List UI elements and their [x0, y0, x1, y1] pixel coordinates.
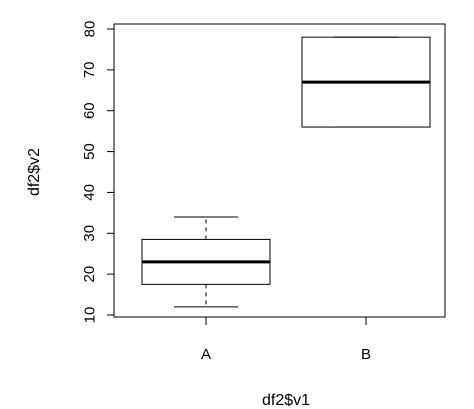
x-tick-label-A: A: [201, 346, 211, 363]
box-series: [141, 36, 431, 308]
y-tick-label-60: 60: [81, 102, 98, 119]
y-tick-label-70: 70: [81, 62, 98, 79]
y-tick-label-50: 50: [81, 143, 98, 160]
y-tick-label-80: 80: [81, 21, 98, 38]
x-axis-title: df2$v1: [262, 392, 310, 409]
y-tick-label-40: 40: [81, 184, 98, 201]
plot-frame: [113, 23, 446, 318]
y-tick-label-30: 30: [81, 225, 98, 242]
box-B: [301, 36, 431, 128]
box-A: [141, 216, 271, 308]
y-axis-title: df2$v2: [26, 148, 43, 196]
y-axis: 10 20 30 40 50 60 70 80: [81, 21, 115, 324]
x-tick-label-B: B: [361, 346, 371, 363]
y-tick-label-20: 20: [81, 266, 98, 283]
y-tick-label-10: 10: [81, 307, 98, 324]
